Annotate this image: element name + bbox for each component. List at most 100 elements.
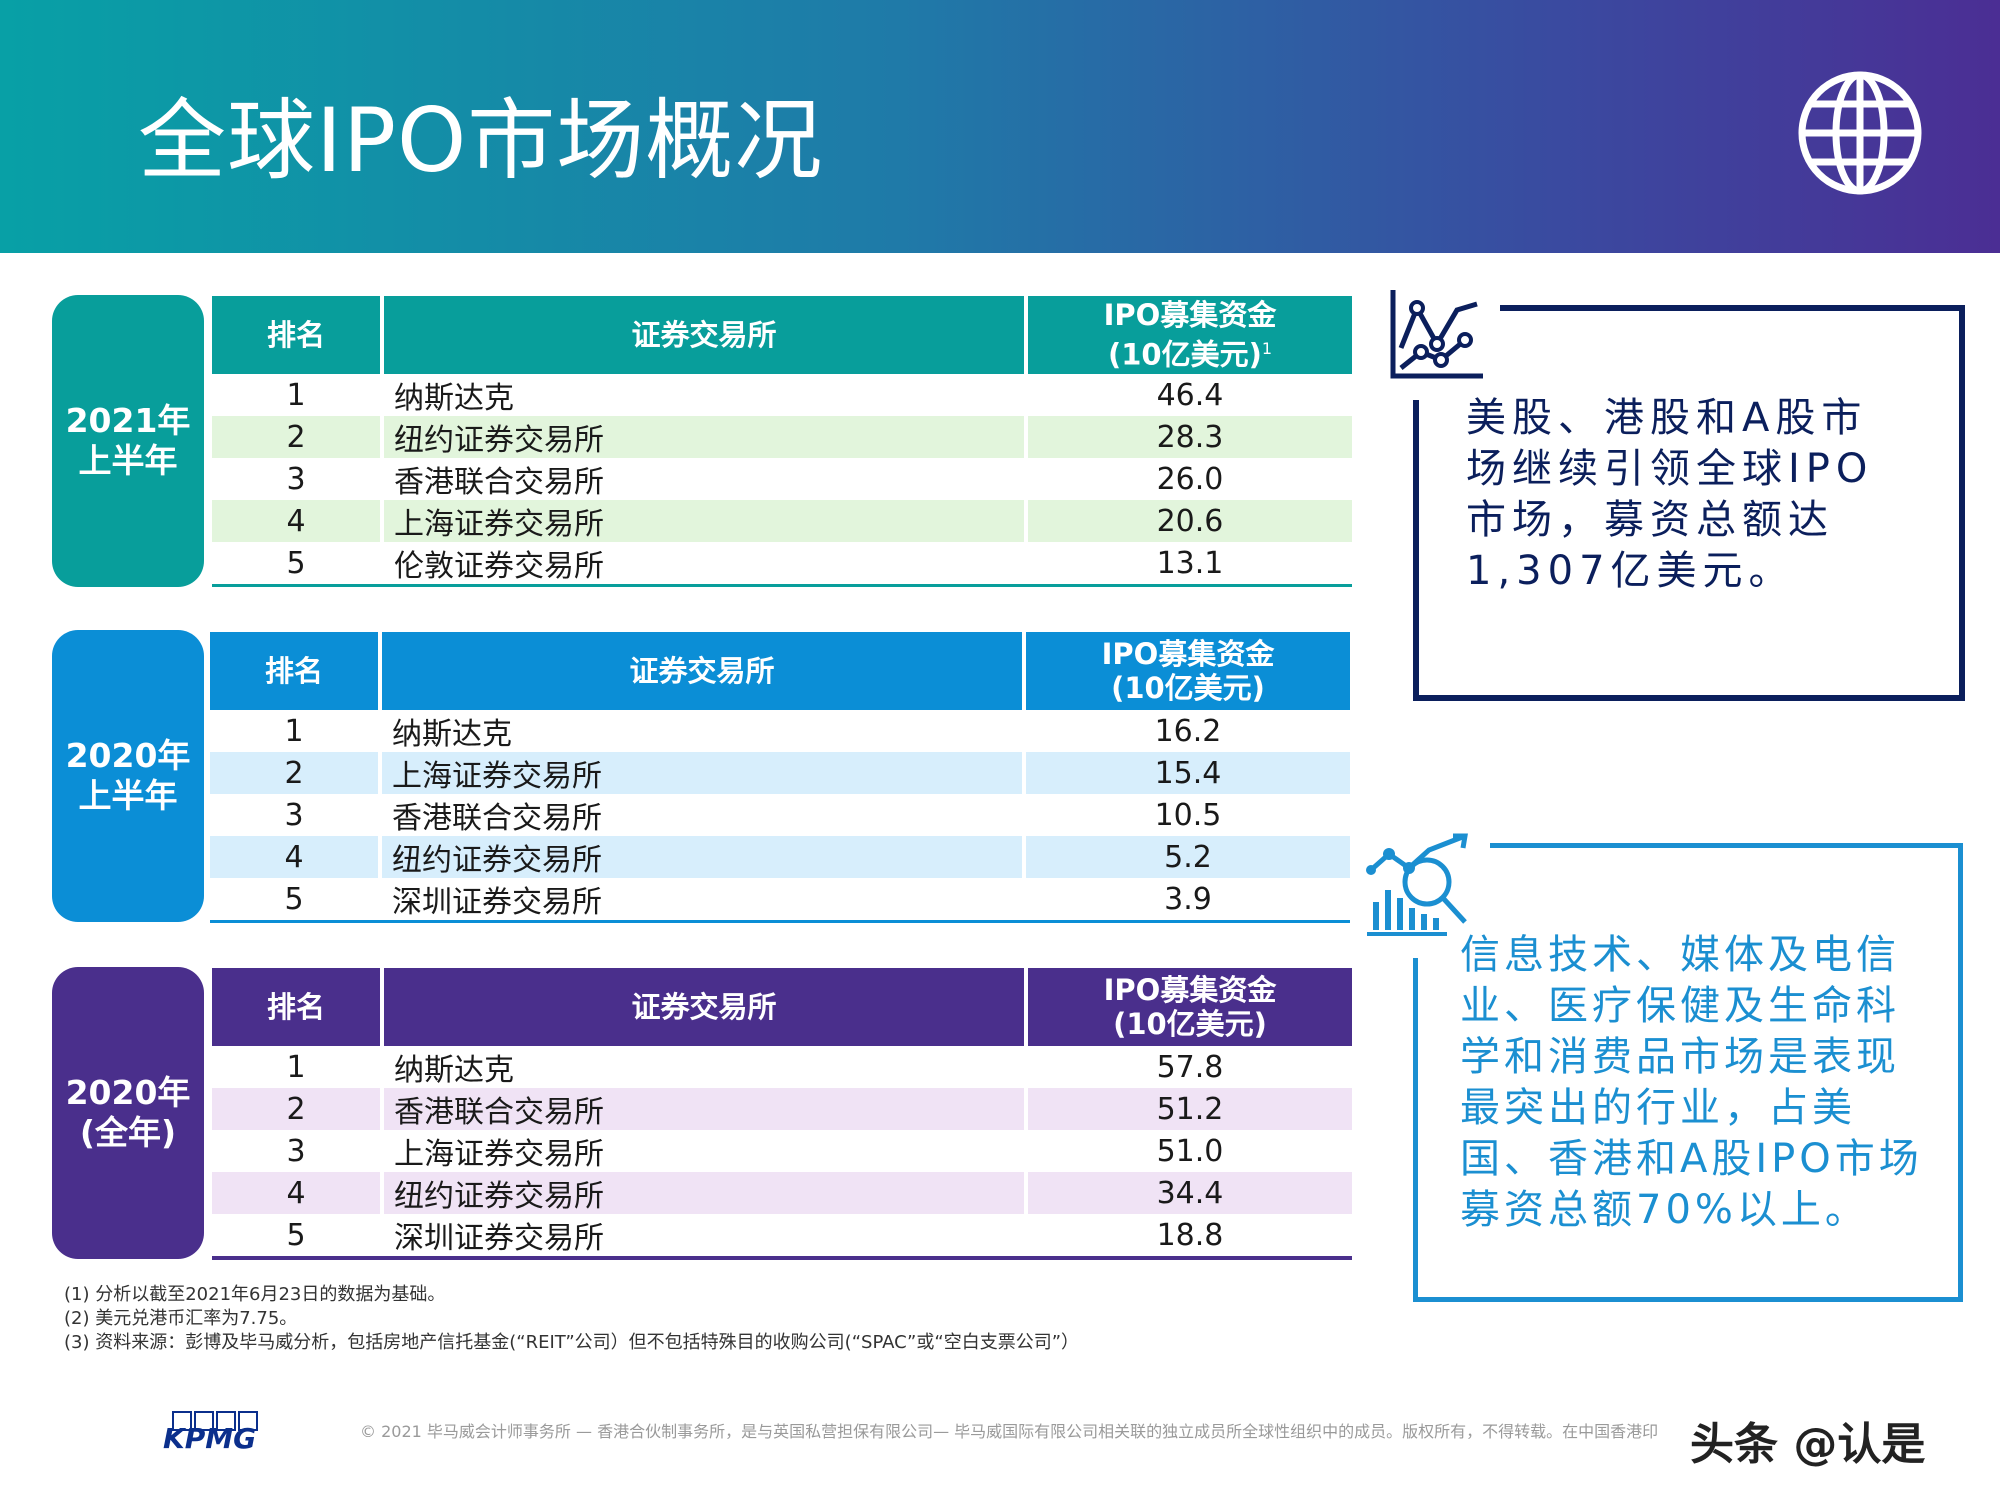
amount-cell: 13.1 [1024,542,1352,584]
header-amount-line2: (10亿美元) [1111,671,1265,705]
period-label-2020-full: 2020年 (全年) [52,967,204,1259]
table-row: 5 深圳证券交易所 18.8 [212,1214,1352,1256]
callout-line: 募资总额70%以上。 [1460,1187,1869,1233]
exchange-cell: 香港联合交易所 [378,794,1022,836]
table-row: 3 上海证券交易所 51.0 [212,1130,1352,1172]
table-row: 4 纽约证券交易所 34.4 [212,1172,1352,1214]
header-banner: 全球IPO市场概况 [0,0,2000,253]
exchange-cell: 深圳证券交易所 [380,1214,1024,1256]
header-exchange: 证券交易所 [380,968,1024,1046]
period-label-2020-h1: 2020年 上半年 [52,630,204,922]
table-row: 5 伦敦证券交易所 13.1 [212,542,1352,584]
ranking-table-2021-h1: 排名 证券交易所 IPO募集资金 (10亿美元)1 1 纳斯达克 46.4 2 … [212,296,1352,587]
callout-line: 学和消费品市场是表现 [1460,1034,1900,1080]
rank-cell: 4 [286,1175,306,1211]
exchange-cell: 上海证券交易所 [380,500,1024,542]
exchange-cell: 纽约证券交易所 [378,836,1022,878]
period-line: 2020年 [65,736,191,775]
callout-line: 业、医疗保健及生命科 [1460,983,1900,1029]
callout-us-hk-a-share [1413,305,1965,701]
ranking-table-2020-full: 排名 证券交易所 IPO募集资金 (10亿美元) 1 纳斯达克 57.8 2 香… [212,968,1352,1260]
header-amount-line1: IPO募集资金 [1103,973,1277,1007]
table-row: 4 上海证券交易所 20.6 [212,500,1352,542]
callout-line: 国、香港和A股IPO市场 [1460,1136,1923,1182]
header-rank: 排名 [266,318,325,352]
amount-cell: 5.2 [1022,836,1350,878]
callout-text-2: 信息技术、媒体及电信 业、医疗保健及生命科 学和消费品市场是表现 最突出的行业，… [1460,930,1930,1236]
header-amount-line2: (10亿美元) [1107,337,1262,372]
header-rank: 排名 [264,654,323,688]
callout-line: 1,307亿美元。 [1466,548,1795,594]
kpmg-logo-boxes [172,1411,258,1431]
rank-cell: 1 [286,377,306,413]
footnotes: (1) 分析以截至2021年6月23日的数据为基础。 (2) 美元兑港币汇率为7… [64,1283,1079,1355]
table-header: 排名 证券交易所 IPO募集资金 (10亿美元)1 [212,296,1352,374]
amount-cell: 51.2 [1024,1088,1352,1130]
exchange-cell: 伦敦证券交易所 [380,542,1024,584]
callout-line: 场继续引领全球IPO [1466,446,1874,492]
watermark: 头条 @认是 [1690,1419,1926,1470]
analytics-magnifier-icon [1366,833,1468,936]
table-row: 5 深圳证券交易所 3.9 [210,878,1350,920]
amount-cell: 57.8 [1024,1046,1352,1088]
header-exchange: 证券交易所 [378,632,1022,710]
exchange-cell: 香港联合交易所 [380,458,1024,500]
callout-line: 信息技术、媒体及电信 [1460,932,1900,978]
exchange-cell: 深圳证券交易所 [378,878,1022,920]
rank-cell: 4 [286,503,306,539]
header-amount: IPO募集资金 (10亿美元) [1024,968,1352,1046]
amount-cell: 51.0 [1024,1130,1352,1172]
rank-cell: 3 [284,797,304,833]
period-line: 2021年 [65,401,191,440]
rank-cell: 1 [286,1049,306,1085]
period-line: 上半年 [78,441,178,480]
rank-cell: 4 [284,839,304,875]
header-amount-line1: IPO募集资金 [1103,298,1277,333]
exchange-cell: 纽约证券交易所 [380,416,1024,458]
period-line: (全年) [79,1113,177,1152]
ranking-table-2020-h1: 排名 证券交易所 IPO募集资金 (10亿美元) 1 纳斯达克 16.2 2 上… [210,632,1350,923]
exchange-cell: 纽约证券交易所 [380,1172,1024,1214]
header-amount: IPO募集资金 (10亿美元) [1022,632,1350,710]
amount-cell: 18.8 [1024,1214,1352,1256]
amount-cell: 16.2 [1022,710,1350,752]
footnote: (1) 分析以截至2021年6月23日的数据为基础。 [64,1284,446,1305]
table-row: 2 香港联合交易所 51.2 [212,1088,1352,1130]
amount-cell: 26.0 [1024,458,1352,500]
line-chart-icon [1390,290,1483,379]
table-header: 排名 证券交易所 IPO募集资金 (10亿美元) [210,632,1350,710]
copyright-footer: © 2021 毕马威会计师事务所 — 香港合伙制事务所，是与英国私营担保有限公司… [360,1422,1659,1441]
header-amount: IPO募集资金 (10亿美元)1 [1024,296,1352,374]
footnote-marker: 1 [1261,339,1273,359]
table-row: 3 香港联合交易所 26.0 [212,458,1352,500]
exchange-cell: 香港联合交易所 [380,1088,1024,1130]
exchange-cell: 纳斯达克 [380,1046,1024,1088]
exchange-cell: 纳斯达克 [380,374,1024,416]
callout-line: 美股、港股和A股市 [1466,395,1868,441]
callout-line: 最突出的行业，占美 [1460,1085,1856,1131]
exchange-cell: 纳斯达克 [378,710,1022,752]
rank-cell: 5 [284,881,304,917]
rank-cell: 2 [284,755,304,791]
footnote: (3) 资料来源：彭博及毕马威分析，包括房地产信托基金(“REIT”公司）但不包… [64,1332,1080,1353]
callout-line: 市场，募资总额达 [1466,497,1834,543]
rank-cell: 1 [284,713,304,749]
table-row: 1 纳斯达克 46.4 [212,374,1352,416]
table-header: 排名 证券交易所 IPO募集资金 (10亿美元) [212,968,1352,1046]
rank-cell: 3 [286,1133,306,1169]
rank-cell: 2 [286,419,306,455]
header-amount-line1: IPO募集资金 [1101,637,1275,671]
rank-cell: 5 [286,545,306,581]
table-row: 1 纳斯达克 16.2 [210,710,1350,752]
globe-icon [1798,71,1922,195]
footnote: (2) 美元兑港币汇率为7.75。 [64,1308,298,1329]
amount-cell: 10.5 [1022,794,1350,836]
exchange-cell: 上海证券交易所 [380,1130,1024,1172]
period-label-2021-h1: 2021年 上半年 [52,295,204,587]
table-row: 2 纽约证券交易所 28.3 [212,416,1352,458]
amount-cell: 28.3 [1024,416,1352,458]
period-line: 上半年 [78,776,178,815]
callout-icon-mask [1360,828,1490,958]
page-title: 全球IPO市场概况 [138,89,824,192]
table-row: 3 香港联合交易所 10.5 [210,794,1350,836]
